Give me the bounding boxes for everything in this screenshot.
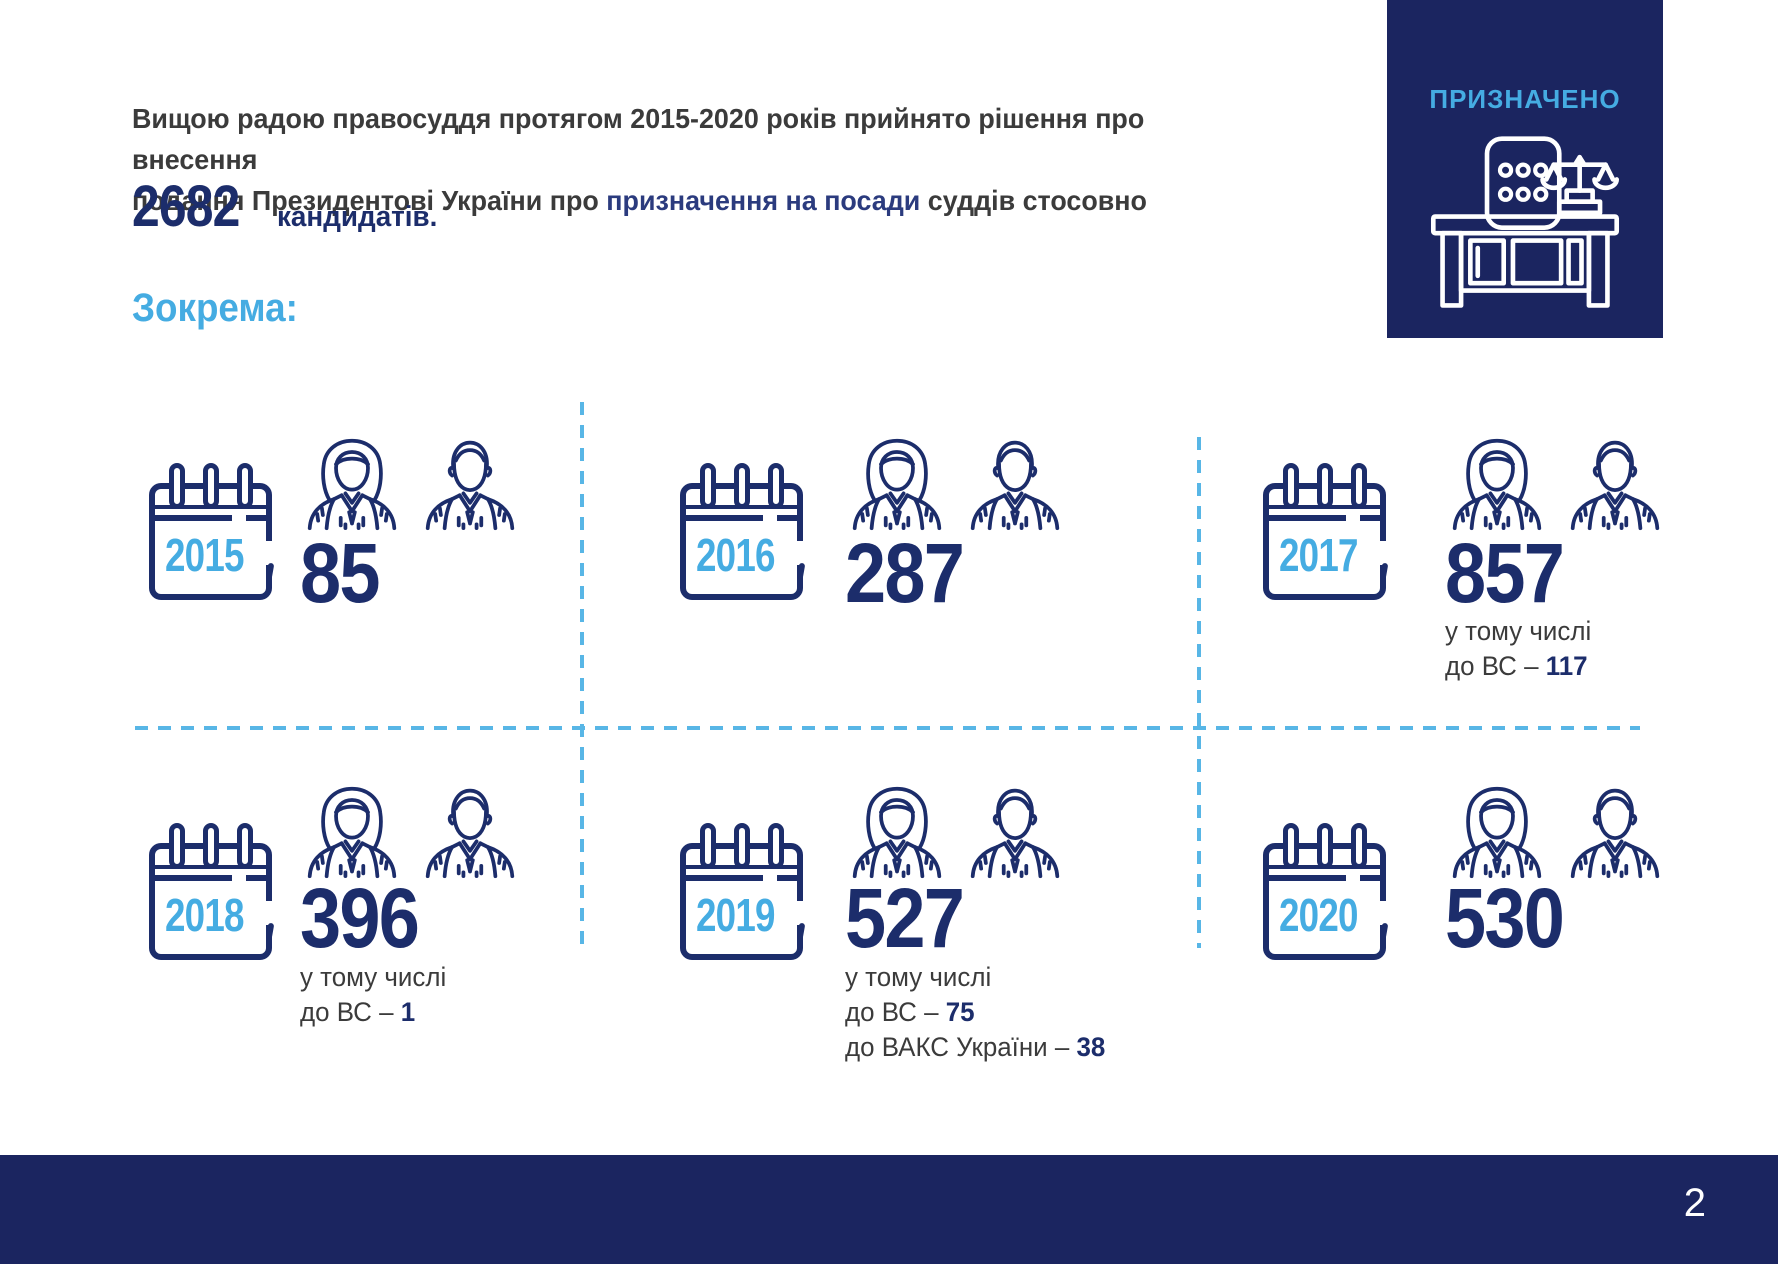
intro-line-2: подання Президентові України про признач… bbox=[132, 185, 1147, 216]
intro-line-1: Вищою радою правосуддя протягом 2015-202… bbox=[132, 103, 1145, 175]
male-judge-icon bbox=[1570, 440, 1660, 531]
male-judge-icon bbox=[425, 788, 515, 879]
appointments-count: 530 bbox=[1445, 871, 1565, 965]
calendar-ring-icon bbox=[203, 823, 219, 869]
female-judge-icon bbox=[307, 786, 397, 879]
appointments-breakdown: у тому числі до ВС – 75 до ВАКС України … bbox=[845, 960, 1105, 1065]
appointed-badge-label: ПРИЗНАЧЕНО bbox=[1429, 84, 1621, 114]
judges-icons bbox=[845, 437, 1067, 531]
female-judge-icon bbox=[852, 438, 942, 531]
total-candidates-number: 2682 bbox=[132, 174, 240, 239]
calendar-ring-icon bbox=[700, 463, 716, 509]
appointments-count: 287 bbox=[845, 526, 965, 620]
calendar-icon: 2019 bbox=[680, 823, 806, 960]
year-label: 2018 bbox=[165, 889, 244, 941]
breakdown-line: у тому числі bbox=[845, 962, 992, 992]
judges-icons bbox=[300, 437, 522, 531]
year-label: 2015 bbox=[165, 529, 244, 581]
appointments-breakdown: у тому числі до ВС – 1 bbox=[300, 960, 446, 1030]
calendar-icon: 2018 bbox=[149, 823, 275, 960]
calendar-ring-icon bbox=[237, 823, 253, 869]
male-judge-icon bbox=[970, 788, 1060, 879]
appointments-breakdown: у тому числі до ВС – 117 bbox=[1445, 614, 1591, 684]
male-judge-icon bbox=[425, 440, 515, 531]
breakdown-line: у тому числі bbox=[1445, 616, 1592, 646]
calendar-icon: 2017 bbox=[1263, 463, 1389, 600]
judge-bench-scales-icon bbox=[1419, 135, 1631, 311]
total-candidates: 2682 кандидатів. bbox=[132, 178, 444, 236]
footer-bar: 2 bbox=[0, 1155, 1778, 1264]
calendar-ring-icon bbox=[1351, 823, 1367, 869]
calendar-icon: 2015 bbox=[149, 463, 275, 600]
judges-icons bbox=[845, 785, 1067, 879]
calendar-ring-icon bbox=[1317, 463, 1333, 509]
appointments-count: 396 bbox=[300, 871, 420, 965]
year-label: 2019 bbox=[696, 889, 775, 941]
calendar-ring-icon bbox=[169, 823, 185, 869]
breakdown-line: до ВС – 117 bbox=[1445, 651, 1588, 681]
judges-icons bbox=[300, 785, 522, 879]
total-candidates-label: кандидатів. bbox=[277, 201, 438, 233]
grid-divider-horizontal bbox=[135, 726, 1640, 730]
appointments-count: 857 bbox=[1445, 526, 1565, 620]
judges-icons bbox=[1445, 437, 1667, 531]
year-label: 2017 bbox=[1279, 529, 1358, 581]
judges-icons bbox=[1445, 785, 1667, 879]
page-number: 2 bbox=[1683, 1181, 1706, 1225]
female-judge-icon bbox=[1452, 438, 1542, 531]
calendar-ring-icon bbox=[1283, 823, 1299, 869]
breakdown-line: у тому числі bbox=[300, 962, 447, 992]
highlighted-phrase: призначення на посади bbox=[606, 185, 921, 216]
female-judge-icon bbox=[1452, 786, 1542, 879]
calendar-ring-icon bbox=[768, 823, 784, 869]
calendar-ring-icon bbox=[1351, 463, 1367, 509]
female-judge-icon bbox=[852, 786, 942, 879]
year-label: 2020 bbox=[1279, 889, 1358, 941]
appointed-badge: ПРИЗНАЧЕНО bbox=[1387, 0, 1663, 338]
breakdown-line: до ВС – 1 bbox=[300, 997, 416, 1027]
calendar-icon: 2020 bbox=[1263, 823, 1389, 960]
intro-paragraph: Вищою радою правосуддя протягом 2015-202… bbox=[132, 98, 1207, 221]
male-judge-icon bbox=[1570, 788, 1660, 879]
subheading: Зокрема: bbox=[132, 286, 298, 330]
breakdown-line: до ВАКС України – 38 bbox=[845, 1032, 1106, 1062]
female-judge-icon bbox=[307, 438, 397, 531]
calendar-ring-icon bbox=[700, 823, 716, 869]
calendar-icon: 2016 bbox=[680, 463, 806, 600]
calendar-ring-icon bbox=[169, 463, 185, 509]
appointments-count: 85 bbox=[300, 526, 380, 620]
calendar-ring-icon bbox=[1283, 463, 1299, 509]
calendar-ring-icon bbox=[734, 823, 750, 869]
breakdown-line: до ВС – 75 bbox=[845, 997, 975, 1027]
grid-divider-vertical-left bbox=[580, 402, 584, 948]
calendar-ring-icon bbox=[237, 463, 253, 509]
year-label: 2016 bbox=[696, 529, 775, 581]
male-judge-icon bbox=[970, 440, 1060, 531]
calendar-ring-icon bbox=[734, 463, 750, 509]
grid-divider-vertical-right bbox=[1197, 437, 1201, 948]
appointments-count: 527 bbox=[845, 871, 965, 965]
calendar-ring-icon bbox=[203, 463, 219, 509]
calendar-ring-icon bbox=[768, 463, 784, 509]
calendar-ring-icon bbox=[1317, 823, 1333, 869]
